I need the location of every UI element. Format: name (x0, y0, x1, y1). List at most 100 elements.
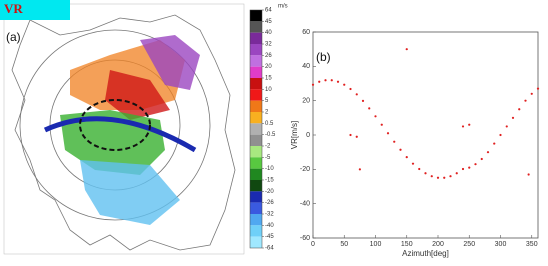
colorbar-tick-label: -2 (265, 144, 271, 150)
data-point (368, 107, 371, 110)
data-point (486, 151, 490, 154)
data-point (355, 135, 358, 138)
colorbar-segment (250, 66, 262, 78)
colorbar-tick-label: -32 (265, 212, 274, 218)
range-circle (79, 99, 151, 151)
data-point (380, 123, 383, 126)
colorbar-unit: m/s (278, 4, 288, 10)
data-point (343, 83, 346, 86)
panel-label: (a) (6, 30, 21, 44)
colorbar-segment (250, 32, 262, 44)
x-tick-label: 100 (370, 241, 382, 248)
zero-line-band (43, 116, 197, 153)
data-point (511, 116, 515, 119)
y-tick-label: -20 (300, 166, 310, 173)
colorbar-tick-label: 32 (265, 42, 272, 48)
title-box (0, 0, 70, 20)
colorbar-segment (250, 123, 262, 135)
y-tick-label: -60 (300, 235, 310, 242)
data-point (418, 167, 421, 171)
data-point (480, 157, 483, 161)
colorbar-segment (250, 214, 262, 226)
colorbar-segment (250, 225, 262, 237)
data-point (455, 172, 458, 175)
colorbar-segment (250, 191, 262, 203)
colorbar-segment (250, 236, 262, 248)
colorbar-segment (250, 21, 262, 33)
data-point (324, 79, 327, 82)
data-point (349, 87, 352, 91)
data-point (461, 125, 465, 128)
colorbar-tick-label: -26 (265, 200, 274, 206)
data-point (443, 176, 446, 179)
data-point (358, 168, 361, 171)
y-axis-label: VR[m/s] (290, 121, 299, 149)
colorbar-tick-label: 15 (265, 76, 272, 82)
data-point (330, 79, 333, 82)
x-tick-label: 50 (340, 241, 348, 248)
colorbar-segment (250, 78, 262, 90)
colorbar-tick-label: -0.5 (265, 132, 276, 138)
data-point (461, 167, 465, 171)
colorbar-tick-label: 45 (265, 19, 272, 25)
data-point (530, 92, 533, 95)
map-title: VR (4, 1, 23, 16)
colorbar-tick-label: 26 (265, 53, 272, 59)
colorbar-segment (250, 146, 262, 158)
coastline (11, 14, 236, 251)
colorbar-tick-label: 40 (265, 30, 272, 36)
data-point (524, 99, 527, 102)
colorbar-tick-label: 20 (265, 64, 272, 70)
colorbar-tick-label: -20 (265, 189, 274, 195)
data-point (336, 80, 340, 83)
colorbar-segment (250, 55, 262, 67)
colorbar-segment (250, 157, 262, 169)
colorbar-tick-label: -10 (265, 166, 274, 172)
colorbar-tick-label: 64 (265, 8, 272, 14)
colorbar-tick-label: 2 (265, 110, 269, 116)
colorbar-tick-label: -64 (265, 246, 274, 252)
data-point (399, 148, 402, 151)
data-point (361, 99, 365, 102)
colorbar-segment (250, 202, 262, 214)
data-point (449, 175, 452, 178)
colorbar-tick-label: -40 (265, 223, 274, 229)
y-tick-label: 60 (302, 29, 310, 36)
colorbar-frame (249, 9, 263, 249)
data-point (349, 133, 352, 137)
colorbar-segment (250, 100, 262, 112)
x-tick-label: 0 (311, 241, 315, 248)
range-ring (19, 29, 211, 221)
data-point (430, 175, 433, 178)
y-tick-label: -40 (300, 201, 310, 208)
radar-map (0, 0, 245, 255)
data-point (411, 162, 415, 165)
colorbar-segment (250, 180, 262, 192)
data-point (468, 123, 471, 126)
data-point (474, 163, 477, 166)
data-point (405, 156, 408, 159)
data-point (374, 115, 377, 118)
data-point (468, 166, 471, 169)
x-tick-label: 250 (463, 241, 475, 248)
colorbar-segment (250, 168, 262, 180)
echo-outbound (140, 35, 200, 90)
colorbar-segment (250, 10, 262, 22)
colorbar-tick-label: 5 (265, 98, 269, 104)
data-point (505, 125, 508, 128)
echo-inbound (80, 160, 180, 225)
data-point (393, 140, 396, 143)
colorbar-tick-label: -45 (265, 234, 274, 240)
x-tick-label: 350 (526, 241, 538, 248)
data-point (424, 172, 427, 175)
colorbar-segment (250, 44, 262, 56)
colorbar-segment (250, 89, 262, 101)
colorbar-tick-label: -15 (265, 178, 274, 184)
echo-outbound (105, 70, 170, 120)
colorbar-tick-label: -5 (265, 155, 271, 161)
colorbar-segment (250, 134, 262, 146)
x-axis-label: Azimuth[deg] (402, 249, 449, 258)
data-point (405, 48, 408, 51)
x-tick-label: 200 (432, 241, 444, 248)
